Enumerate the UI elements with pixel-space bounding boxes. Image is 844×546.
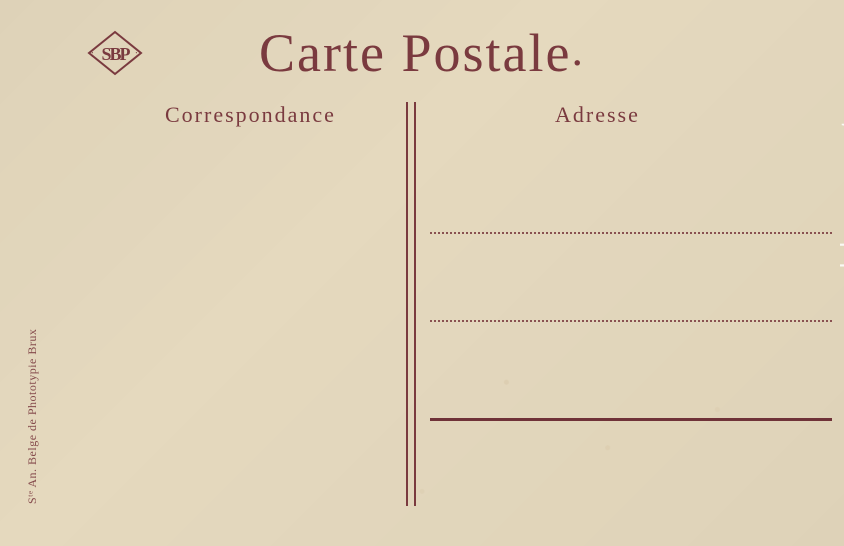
address-dotted-line (430, 320, 832, 322)
printer-credit: Sᵗᵉ An. Belge de Phototypie Brux (25, 329, 40, 504)
watermark-text: www.delcampe.net (836, 120, 844, 337)
address-dotted-line (430, 232, 832, 234)
center-divider-line (414, 102, 416, 506)
address-heading: Adresse (555, 102, 640, 128)
address-solid-line (430, 418, 832, 421)
correspondence-heading: Correspondance (165, 102, 336, 128)
center-divider-line (406, 102, 408, 506)
title-dot: . (571, 24, 585, 75)
card-title: Carte Postale. (0, 22, 844, 84)
title-text: Carte Postale (259, 23, 571, 83)
